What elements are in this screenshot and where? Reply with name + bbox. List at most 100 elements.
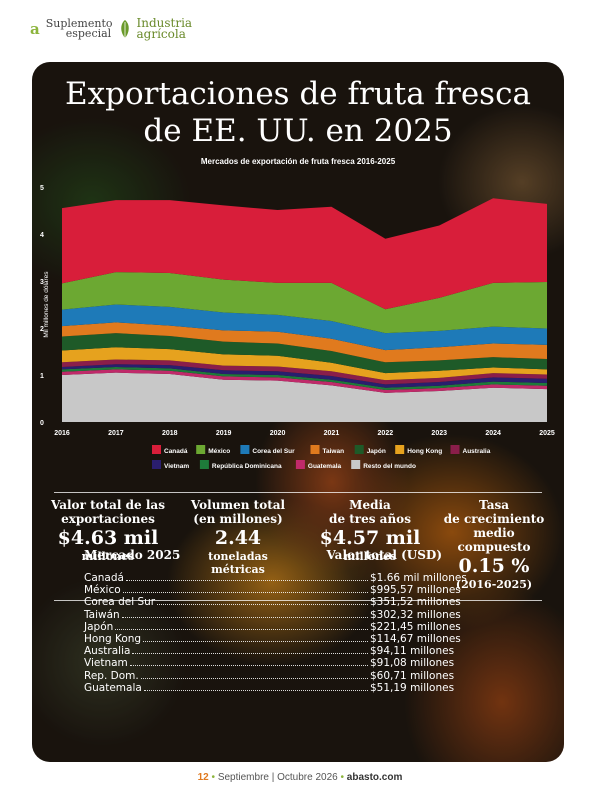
area-series: [62, 367, 547, 391]
stat-label: compuesto: [457, 540, 531, 554]
table-row: Corea del Sur $351,52 millones: [84, 596, 461, 609]
legend-label: Corea del Sur: [252, 448, 295, 455]
legend-swatch: [199, 460, 209, 469]
market-value: $995,57 millones: [370, 584, 461, 597]
dot-leader: [143, 640, 368, 642]
table-header-value: Valor total (USD): [326, 548, 442, 562]
market-name: Canadá: [84, 572, 124, 584]
stat-total-value: Valor total de las exportaciones $4.63 m…: [46, 498, 170, 563]
legend-label: República Dominicana: [212, 463, 282, 470]
stat-total-volume: Volumen total (en millones) 2.44 tonelad…: [176, 498, 300, 576]
stat-sub: (2016-2025): [455, 578, 533, 591]
market-value: $94,11 millones: [370, 645, 455, 658]
y-tick-label: 5: [40, 185, 44, 192]
area-series: [62, 347, 547, 381]
table-row: Hong Kong $114,67 millones: [84, 632, 461, 645]
x-tick-label: 2024: [485, 430, 501, 437]
dot-leader: [132, 652, 368, 655]
stats-top-divider: [54, 492, 542, 493]
stat-label: Volumen total: [190, 498, 286, 512]
stat-sub: métricas: [211, 563, 265, 576]
y-tick-label: 4: [40, 232, 44, 239]
legend-swatch: [152, 445, 161, 454]
area-series: [62, 322, 547, 363]
stat-value: $4.63 mil: [57, 527, 159, 549]
dot-leader: [125, 579, 368, 581]
stat-cagr: Tasa de crecimiento medio compuesto 0.15…: [432, 498, 556, 591]
legend-swatch: [295, 460, 305, 469]
legend-label: Vietnam: [164, 463, 189, 470]
title-line-2: de EE. UU. en 2025: [143, 113, 453, 149]
table-row: Guatemala $51,19 millones: [84, 682, 454, 694]
x-tick-label: 2023: [431, 430, 447, 437]
legend-label: Hong Kong: [407, 448, 442, 455]
market-value: $302,32 millones: [370, 608, 461, 621]
page-title: Exportaciones de fruta fresca de EE. UU.…: [32, 76, 564, 150]
legend-swatch: [196, 445, 206, 454]
stat-label: de crecimiento: [443, 512, 545, 526]
stat-three-year-average: Media de tres años $4.57 mil millones: [308, 498, 432, 563]
area-series: [62, 198, 547, 310]
legend-swatch: [310, 445, 320, 454]
market-table: Mercado 2025 Valor total (USD) Canadá $1.…: [84, 548, 467, 694]
market-value: $51,19 millones: [370, 681, 455, 694]
chart-area: Mercados de exportación de fruta fresca …: [32, 157, 564, 477]
x-tick-label: 2020: [270, 430, 286, 437]
market-value: $60,71 millones: [370, 669, 455, 682]
stat-label: Media: [349, 498, 391, 512]
infographic-panel: Exportaciones de fruta fresca de EE. UU.…: [32, 62, 564, 762]
market-name: Australia: [84, 645, 131, 658]
market-value: $114,67 millones: [370, 632, 461, 645]
table-header: Mercado 2025 Valor total (USD): [84, 548, 454, 572]
area-series: [62, 372, 547, 422]
dot-leader: [140, 677, 368, 679]
publication-header: a Suplemento especial Industria agrícola: [30, 16, 192, 42]
chart-title: Mercados de exportación de fruta fresca …: [200, 157, 396, 166]
legend-swatch: [240, 445, 250, 454]
market-name: Rep. Dom.: [84, 669, 139, 682]
dot-leader: [143, 689, 368, 691]
area-series: [62, 333, 547, 374]
issue-date: Septiembre | Octubre 2026: [217, 772, 338, 783]
x-tick-label: 2018: [162, 430, 178, 437]
table-header-market: Mercado 2025: [84, 548, 181, 562]
dot-leader: [129, 664, 368, 667]
legend-label: México: [208, 448, 230, 455]
stacked-area-chart: 0 1 2 3 4 5 Mil millones de dólares 2016 2017 201…: [40, 185, 555, 470]
legend-label: Canadá: [164, 448, 188, 455]
x-tick-label: 2016: [54, 430, 70, 437]
table-row: Australia $94,11 millones: [84, 645, 454, 657]
supplement-line-2: especial: [65, 27, 112, 40]
stat-sub: millones: [343, 550, 397, 563]
market-name: Guatemala: [84, 681, 142, 694]
legend-label: Taiwan: [323, 448, 345, 455]
y-axis-label: Mil millones de dólares: [43, 271, 50, 338]
dot-leader: [157, 603, 368, 606]
x-tick-label: 2021: [324, 430, 340, 437]
legend-label: Japón: [367, 448, 386, 455]
stat-sub: toneladas: [208, 550, 268, 563]
area-series: [62, 304, 547, 351]
legend-swatch: [152, 460, 161, 469]
market-name: Japón: [84, 620, 114, 633]
area-series: [62, 369, 547, 393]
stat-value: 0.15 %: [458, 555, 530, 577]
section-line-2: agrícola: [136, 27, 186, 41]
x-tick-label: 2025: [539, 430, 555, 437]
market-name: Hong Kong: [84, 632, 142, 645]
market-value: $351,52 millones: [370, 596, 461, 609]
market-name: México: [84, 584, 121, 597]
y-tick-label: 3: [40, 279, 44, 286]
footer-separator: •: [340, 772, 345, 783]
stat-sub: millones: [81, 550, 135, 563]
legend-swatch: [395, 445, 405, 454]
dot-leader: [122, 591, 368, 594]
legend-swatch: [351, 460, 361, 469]
page-footer: 12 • Septiembre | Octubre 2026 • abasto.…: [0, 772, 600, 783]
page-number: 12: [197, 772, 209, 783]
legend-swatch: [450, 445, 460, 454]
section-label: Industria agrícola: [136, 17, 193, 41]
area-series: [62, 364, 547, 388]
area-series: [62, 272, 547, 334]
stat-label: exportaciones: [61, 512, 155, 526]
